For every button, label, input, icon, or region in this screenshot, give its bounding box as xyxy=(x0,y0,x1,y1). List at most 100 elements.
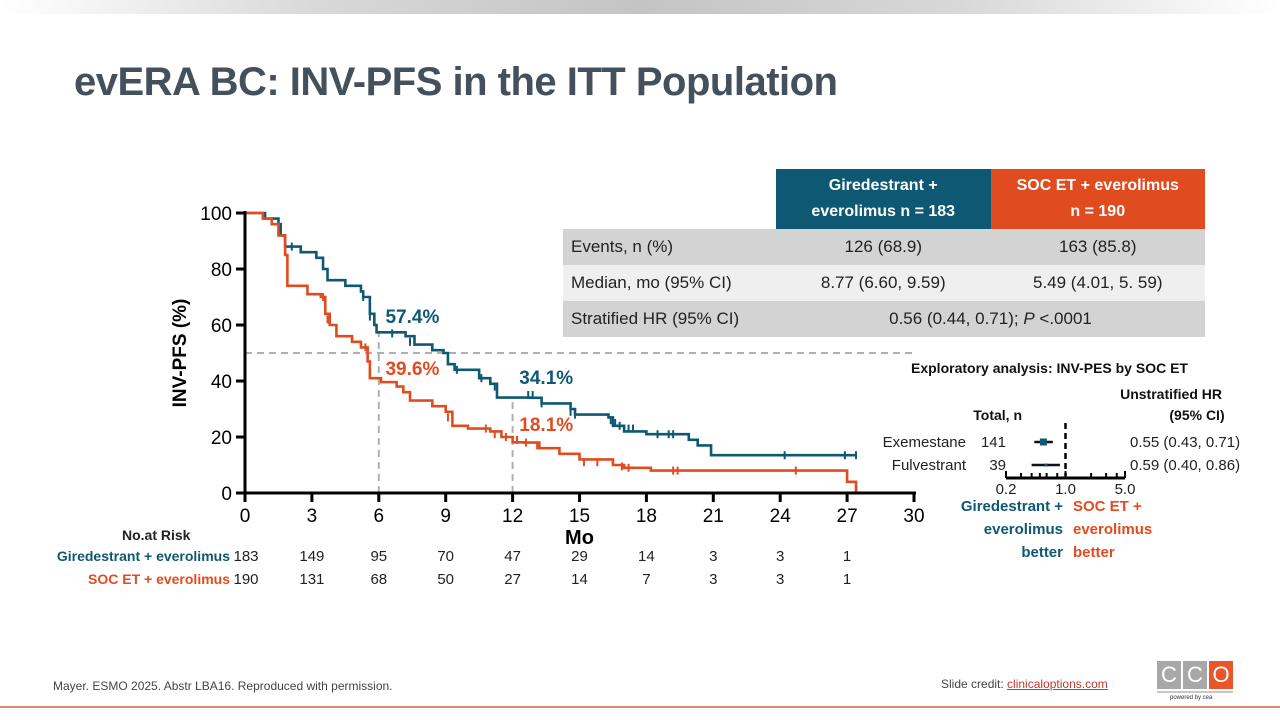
footer-citation: Mayer. ESMO 2025. Abstr LBA16. Reproduce… xyxy=(53,679,393,693)
forest-left-label: Giredestrant + xyxy=(961,498,1063,515)
forest-tick-label: 5.0 xyxy=(1115,481,1136,498)
y-tick-label: 20 xyxy=(211,428,232,449)
forest-row-label: Exemestane xyxy=(883,434,966,451)
risk-table-title: No.at Risk xyxy=(122,527,191,543)
slide-credit-link[interactable]: clinicaloptions.com xyxy=(1007,677,1108,691)
results-table: Giredestrant + everolimus n = 183 SOC ET … xyxy=(563,169,1205,337)
risk-value: 3 xyxy=(709,548,718,565)
header-line: Giredestrant + xyxy=(828,177,938,194)
logo-tagline: powered by cea xyxy=(1170,695,1213,701)
logo-letter: O xyxy=(1209,661,1233,689)
y-tick-label: 60 xyxy=(211,316,232,337)
results-table-header: Giredestrant + everolimus n = 183 SOC ET … xyxy=(776,169,1205,229)
forest-row-hr: 0.59 (0.40, 0.86) xyxy=(1130,457,1240,474)
forest-total-header: Total, n xyxy=(973,407,1022,423)
x-tick-label: 6 xyxy=(374,506,385,527)
km-annotation: 18.1% xyxy=(519,415,573,436)
risk-value: 183 xyxy=(233,548,259,565)
risk-value: 50 xyxy=(437,571,455,588)
risk-value: 3 xyxy=(776,571,785,588)
risk-row: Giredestrant + everolimus 183 149 95 70 47 29 1… xyxy=(0,548,900,570)
risk-value: 27 xyxy=(504,571,521,588)
slide-title: evERA BC: INV-PFS in the ITT Population xyxy=(74,60,838,104)
km-annotations: 57.4% 39.6% 34.1% 18.1% xyxy=(385,307,573,436)
km-annotation: 57.4% xyxy=(385,307,439,328)
bottom-divider xyxy=(0,706,1280,708)
p-symbol: P xyxy=(1023,309,1035,328)
km-annotation: 39.6% xyxy=(385,359,439,380)
km-annotation: 34.1% xyxy=(519,368,573,389)
y-tick-label: 80 xyxy=(211,260,232,281)
row-label: Stratified HR (95% CI) xyxy=(571,309,740,328)
forest-right-label: everolimus xyxy=(1073,521,1152,538)
risk-value: 14 xyxy=(571,571,588,588)
x-tick-label: 15 xyxy=(569,506,590,527)
forest-row-n: 39 xyxy=(989,457,1006,474)
risk-value: 47 xyxy=(504,548,521,565)
forest-tick-label: 0.2 xyxy=(996,481,1017,498)
risk-value: 70 xyxy=(437,548,455,565)
header-soc: SOC ET + everolimus n = 190 xyxy=(990,169,1205,229)
slide-credit: Slide credit: clinicaloptions.com xyxy=(941,677,1108,691)
risk-value: 95 xyxy=(370,548,388,565)
y-tick-label: 0 xyxy=(221,484,232,505)
forest-title: Exploratory analysis: INV-PES by SOC ET xyxy=(911,360,1188,376)
top-gradient-bar xyxy=(0,0,1280,14)
row-label: Events, n (%) xyxy=(571,237,674,256)
logo-underline xyxy=(1157,691,1233,693)
risk-row-label: SOC ET + everolimus xyxy=(88,571,230,587)
logo-letter: C xyxy=(1157,661,1181,689)
table-row-hr: Stratified HR (95% CI) 0.56 (0.44, 0.71)… xyxy=(563,301,1205,337)
cell-giredestrant: 8.77 (6.60, 9.59) xyxy=(820,273,946,292)
y-axis-label: INV-PFS (%) xyxy=(170,299,191,408)
forest-row-label: Fulvestrant xyxy=(892,457,967,474)
header-line: everolimus n = 183 xyxy=(811,203,956,220)
risk-value: 68 xyxy=(370,571,388,588)
x-tick-label: 27 xyxy=(837,506,858,527)
risk-value: 3 xyxy=(776,548,785,565)
row-label: Median, mo (95% CI) xyxy=(571,273,732,292)
x-tick-label: 30 xyxy=(903,506,924,527)
hr-value: 0.56 (0.44, 0.71); xyxy=(889,309,1024,328)
risk-row-label: Giredestrant + everolimus xyxy=(56,548,230,564)
header-giredestrant: Giredestrant + everolimus n = 183 xyxy=(776,169,991,229)
y-tick-label: 40 xyxy=(211,372,232,393)
x-axis-label: Mo xyxy=(565,527,594,549)
table-row-events: Events, n (%) 126 (68.9) 163 (85.8) xyxy=(563,229,1205,265)
forest-right-label: better xyxy=(1073,544,1115,561)
x-tick-label: 18 xyxy=(636,506,657,527)
logo-letter: C xyxy=(1183,661,1207,689)
table-row-median: Median, mo (95% CI) 8.77 (6.60, 9.59) 5.… xyxy=(563,265,1205,301)
forest-hr-header: Unstratified HR xyxy=(1120,386,1222,402)
forest-right-label: SOC ET + xyxy=(1073,498,1142,515)
cell-giredestrant: 126 (68.9) xyxy=(844,237,923,256)
risk-value: 29 xyxy=(571,548,588,565)
y-tick-label: 100 xyxy=(200,204,232,225)
forest-hr-header: (95% CI) xyxy=(1169,407,1224,423)
risk-value: 149 xyxy=(299,548,325,565)
reference-lines xyxy=(245,332,914,493)
x-tick-label: 9 xyxy=(440,506,451,527)
forest-point xyxy=(1044,463,1048,467)
forest-left-label: better xyxy=(1021,544,1063,561)
cco-logo: C C O xyxy=(1157,661,1233,689)
x-tick-label: 24 xyxy=(770,506,792,527)
forest-row-n: 141 xyxy=(981,434,1006,451)
risk-value: 3 xyxy=(709,571,718,588)
header-line: SOC ET + everolimus xyxy=(1016,177,1179,194)
x-tick-label: 0 xyxy=(240,506,251,527)
p-value: <.0001 xyxy=(1034,309,1092,328)
forest-tick-label: 1.0 xyxy=(1055,481,1076,498)
cell-hr-combined: 0.56 (0.44, 0.71); P <.0001 xyxy=(776,309,1205,329)
forest-left-label: everolimus xyxy=(984,521,1063,538)
x-tick-label: 21 xyxy=(703,506,724,527)
cell-soc: 163 (85.8) xyxy=(1059,237,1137,256)
cell-soc: 5.49 (4.01, 5. 59) xyxy=(1033,273,1163,292)
risk-value: 7 xyxy=(642,571,651,588)
risk-value: 1 xyxy=(842,571,852,588)
risk-value: 1 xyxy=(842,548,852,565)
forest-plot: Unstratified HR (95% CI) Total, n Exemestan… xyxy=(883,386,1240,561)
slide-credit-label: Slide credit: xyxy=(941,677,1008,691)
risk-row: SOC ET + everolimus 190 131 68 50 27 14 7 3 3 1 xyxy=(0,571,900,593)
risk-value: 190 xyxy=(233,571,259,588)
